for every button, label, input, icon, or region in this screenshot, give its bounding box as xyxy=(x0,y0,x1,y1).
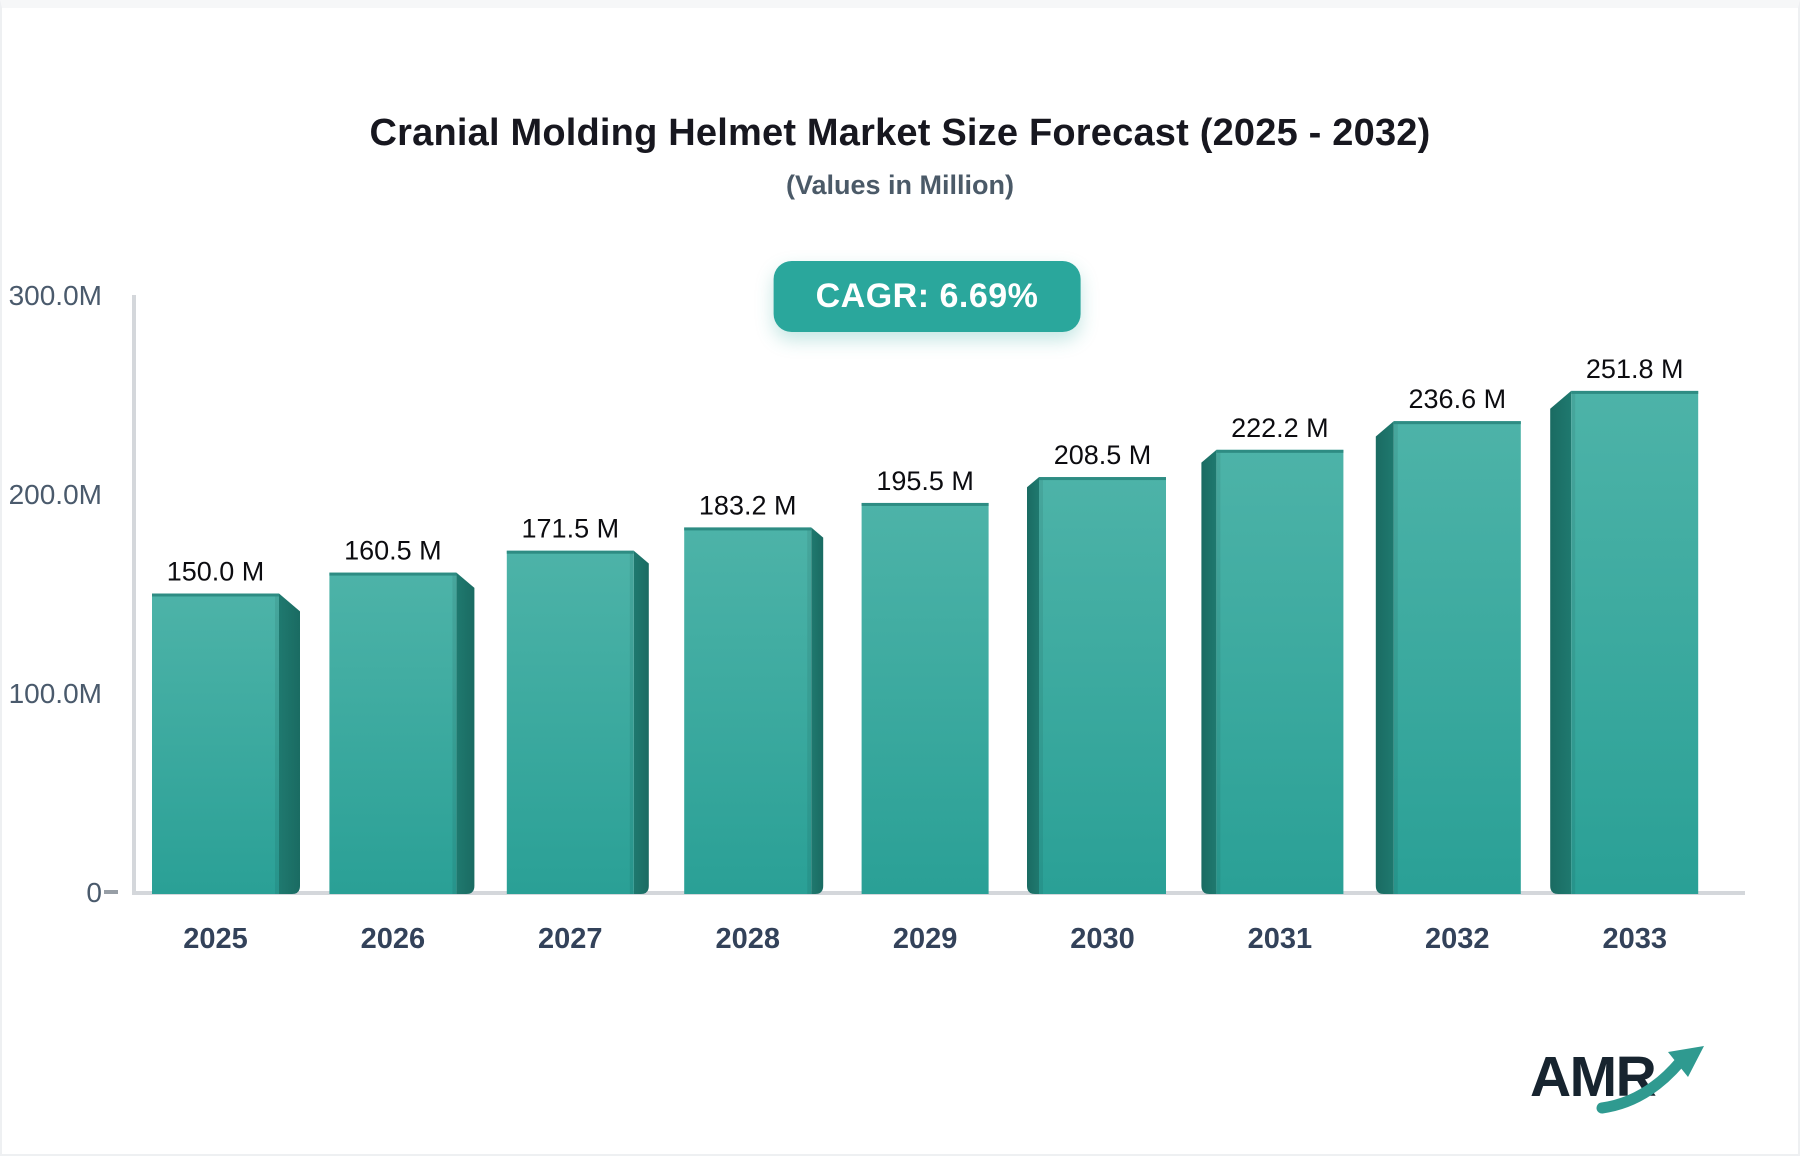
labels: 150.0 M 2025 160.5 M 2026 171.5 M 2027 183.2 M… xyxy=(167,354,1684,955)
bar-side-face xyxy=(1027,477,1039,894)
bar-edge-shade xyxy=(275,593,279,894)
x-tick-label-2032: 2032 xyxy=(1425,923,1490,955)
x-tick-label-2027: 2027 xyxy=(538,923,603,955)
bar-value-label-2031: 222.2 M xyxy=(1231,413,1329,443)
bar-2032 xyxy=(1375,421,1521,894)
growth-arrow-icon xyxy=(1596,1046,1704,1114)
bar-top-edge xyxy=(684,527,812,531)
bar-front-face xyxy=(152,593,279,894)
bar-side-face xyxy=(456,572,475,894)
x-tick-label-2025: 2025 xyxy=(183,923,248,955)
bars xyxy=(152,390,1699,894)
chart-subtitle: (Values in Million) xyxy=(785,170,1015,200)
x-tick-label-2031: 2031 xyxy=(1248,923,1313,955)
brand-logo: AMR xyxy=(1530,1044,1720,1134)
bar-side-face xyxy=(279,593,300,894)
bar-edge-shade xyxy=(1571,390,1576,894)
bar-value-label-2030: 208.5 M xyxy=(1054,440,1152,470)
bar-top-edge xyxy=(1039,477,1166,481)
bar-top-edge xyxy=(506,550,634,554)
y-tick-label-200.0M: 200.0M xyxy=(9,479,102,510)
bar-2025 xyxy=(152,593,300,894)
bar-front-face xyxy=(506,550,634,894)
bar-edge-shade xyxy=(1039,477,1043,894)
zero-tick-dash xyxy=(104,890,118,894)
bar-2026 xyxy=(329,572,475,894)
bar-2027 xyxy=(506,550,649,894)
bar-value-label-2027: 171.5 M xyxy=(522,514,620,544)
bar-value-label-2025: 150.0 M xyxy=(167,557,265,587)
x-tick-label-2029: 2029 xyxy=(893,923,958,955)
bar-front-face xyxy=(1216,449,1344,894)
bar-side-face xyxy=(1201,449,1217,894)
bar-value-label-2029: 195.5 M xyxy=(876,466,974,496)
bar-2033 xyxy=(1550,390,1699,894)
x-tick-label-2033: 2033 xyxy=(1602,923,1667,955)
bar-value-label-2033: 251.8 M xyxy=(1586,354,1684,384)
bar-edge-shade xyxy=(629,550,634,894)
bar-top-edge xyxy=(1571,390,1699,394)
bar-edge-shade xyxy=(1216,449,1221,894)
bar-2028 xyxy=(684,527,824,894)
bar-2030 xyxy=(1027,477,1166,894)
bar-front-face xyxy=(684,527,812,894)
bar-2029 xyxy=(861,502,989,894)
bar-value-label-2032: 236.6 M xyxy=(1409,384,1507,414)
chart-title: Cranial Molding Helmet Market Size Forec… xyxy=(369,112,1431,154)
bar-top-edge xyxy=(1216,449,1344,453)
y-axis-line xyxy=(132,295,136,895)
bar-top-edge xyxy=(329,572,457,576)
bar-2031 xyxy=(1201,449,1344,894)
x-tick-label-2030: 2030 xyxy=(1070,923,1135,955)
bar-side-face xyxy=(811,527,824,894)
y-tick-label-0: 0 xyxy=(86,877,102,908)
bar-front-face xyxy=(861,502,989,894)
bar-edge-shade xyxy=(807,527,812,894)
bar-edge-shade xyxy=(1393,421,1398,894)
bar-front-face xyxy=(1571,390,1699,894)
bar-chart-plot: 0 100.0M 200.0M 300.0M 150.0 M 2025 160.5 M 20… xyxy=(9,280,1745,955)
bar-top-edge xyxy=(861,502,989,506)
bar-side-face xyxy=(1550,390,1572,894)
x-tick-label-2026: 2026 xyxy=(361,923,426,955)
bar-front-face xyxy=(1039,477,1166,894)
x-tick-label-2028: 2028 xyxy=(715,923,780,955)
bar-side-face xyxy=(1375,421,1394,894)
bar-front-face xyxy=(1393,421,1521,894)
y-tick-label-300.0M: 300.0M xyxy=(9,280,102,311)
bar-side-face xyxy=(633,550,649,894)
bar-value-label-2028: 183.2 M xyxy=(699,490,797,520)
bar-value-label-2026: 160.5 M xyxy=(344,536,442,566)
y-tick-label-100.0M: 100.0M xyxy=(9,678,102,709)
bar-front-face xyxy=(329,572,457,894)
cagr-badge: CAGR: 6.69% xyxy=(773,261,1081,332)
bar-edge-shade xyxy=(452,572,457,894)
bar-top-edge xyxy=(1393,421,1521,425)
bar-top-edge xyxy=(152,593,279,597)
